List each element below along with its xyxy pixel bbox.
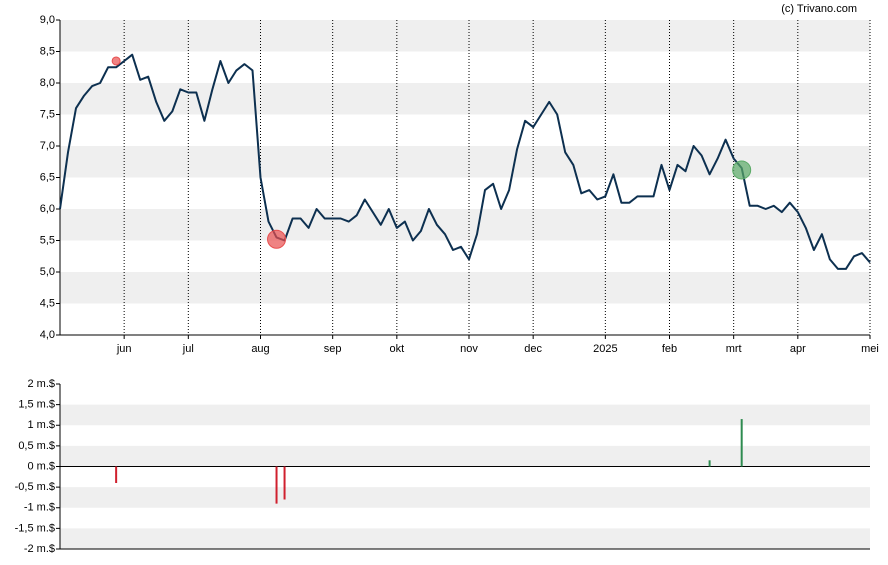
y-tick-label: 2 m.$ xyxy=(27,378,55,390)
grid-band xyxy=(60,404,870,426)
bar xyxy=(708,460,711,467)
y-tick-label: -1,5 m.$ xyxy=(15,522,55,534)
y-tick-label: 7,0 xyxy=(40,140,55,152)
x-tick-label: jul xyxy=(182,343,194,355)
y-tick-label: 5,5 xyxy=(40,234,55,246)
bar xyxy=(283,466,286,500)
y-tick-label: -2 m.$ xyxy=(24,543,55,555)
x-tick-label: mei xyxy=(861,343,879,355)
x-tick-label: feb xyxy=(662,343,677,355)
bar xyxy=(740,419,743,467)
y-tick-label: 8,5 xyxy=(40,45,55,57)
x-tick-label: nov xyxy=(460,343,478,355)
y-tick-label: 8,0 xyxy=(40,77,55,89)
y-tick-label: 7,5 xyxy=(40,108,55,120)
x-tick-label: 2025 xyxy=(593,343,617,355)
trade-marker xyxy=(732,160,752,180)
grid-band xyxy=(60,487,870,508)
x-tick-label: sep xyxy=(324,343,342,355)
y-tick-label: 6,5 xyxy=(40,171,55,183)
price-line xyxy=(59,53,871,270)
grid-band xyxy=(60,528,870,549)
y-tick-label: -0,5 m.$ xyxy=(15,481,55,493)
y-tick-label: 0 m.$ xyxy=(27,460,55,472)
y-tick-label: 0,5 m.$ xyxy=(18,440,55,452)
bar xyxy=(115,466,118,483)
y-tick-label: 6,0 xyxy=(40,203,55,215)
trade-marker xyxy=(111,56,121,66)
source: (c) Trivano.com xyxy=(781,3,857,15)
grid-band xyxy=(60,445,870,467)
y-tick-label: 4,5 xyxy=(40,297,55,309)
y-tick-label: -1 m.$ xyxy=(24,502,55,514)
y-tick-label: 1,5 m.$ xyxy=(18,399,55,411)
grid-band xyxy=(60,83,870,115)
y-tick-label: 4,0 xyxy=(40,329,55,341)
x-tick-label: jun xyxy=(116,343,132,355)
x-tick-label: aug xyxy=(251,343,269,355)
grid-band xyxy=(60,20,870,52)
bar xyxy=(275,466,278,504)
y-tick-label: 9,0 xyxy=(40,14,55,26)
x-tick-label: dec xyxy=(524,343,542,355)
grid-band xyxy=(60,209,870,241)
x-tick-label: okt xyxy=(389,343,404,355)
y-tick-label: 1 m.$ xyxy=(27,419,55,431)
trade-marker xyxy=(267,229,287,249)
x-tick-label: apr xyxy=(790,343,806,355)
x-tick-label: mrt xyxy=(726,343,742,355)
grid-band xyxy=(60,272,870,304)
y-tick-label: 5,0 xyxy=(40,266,55,278)
